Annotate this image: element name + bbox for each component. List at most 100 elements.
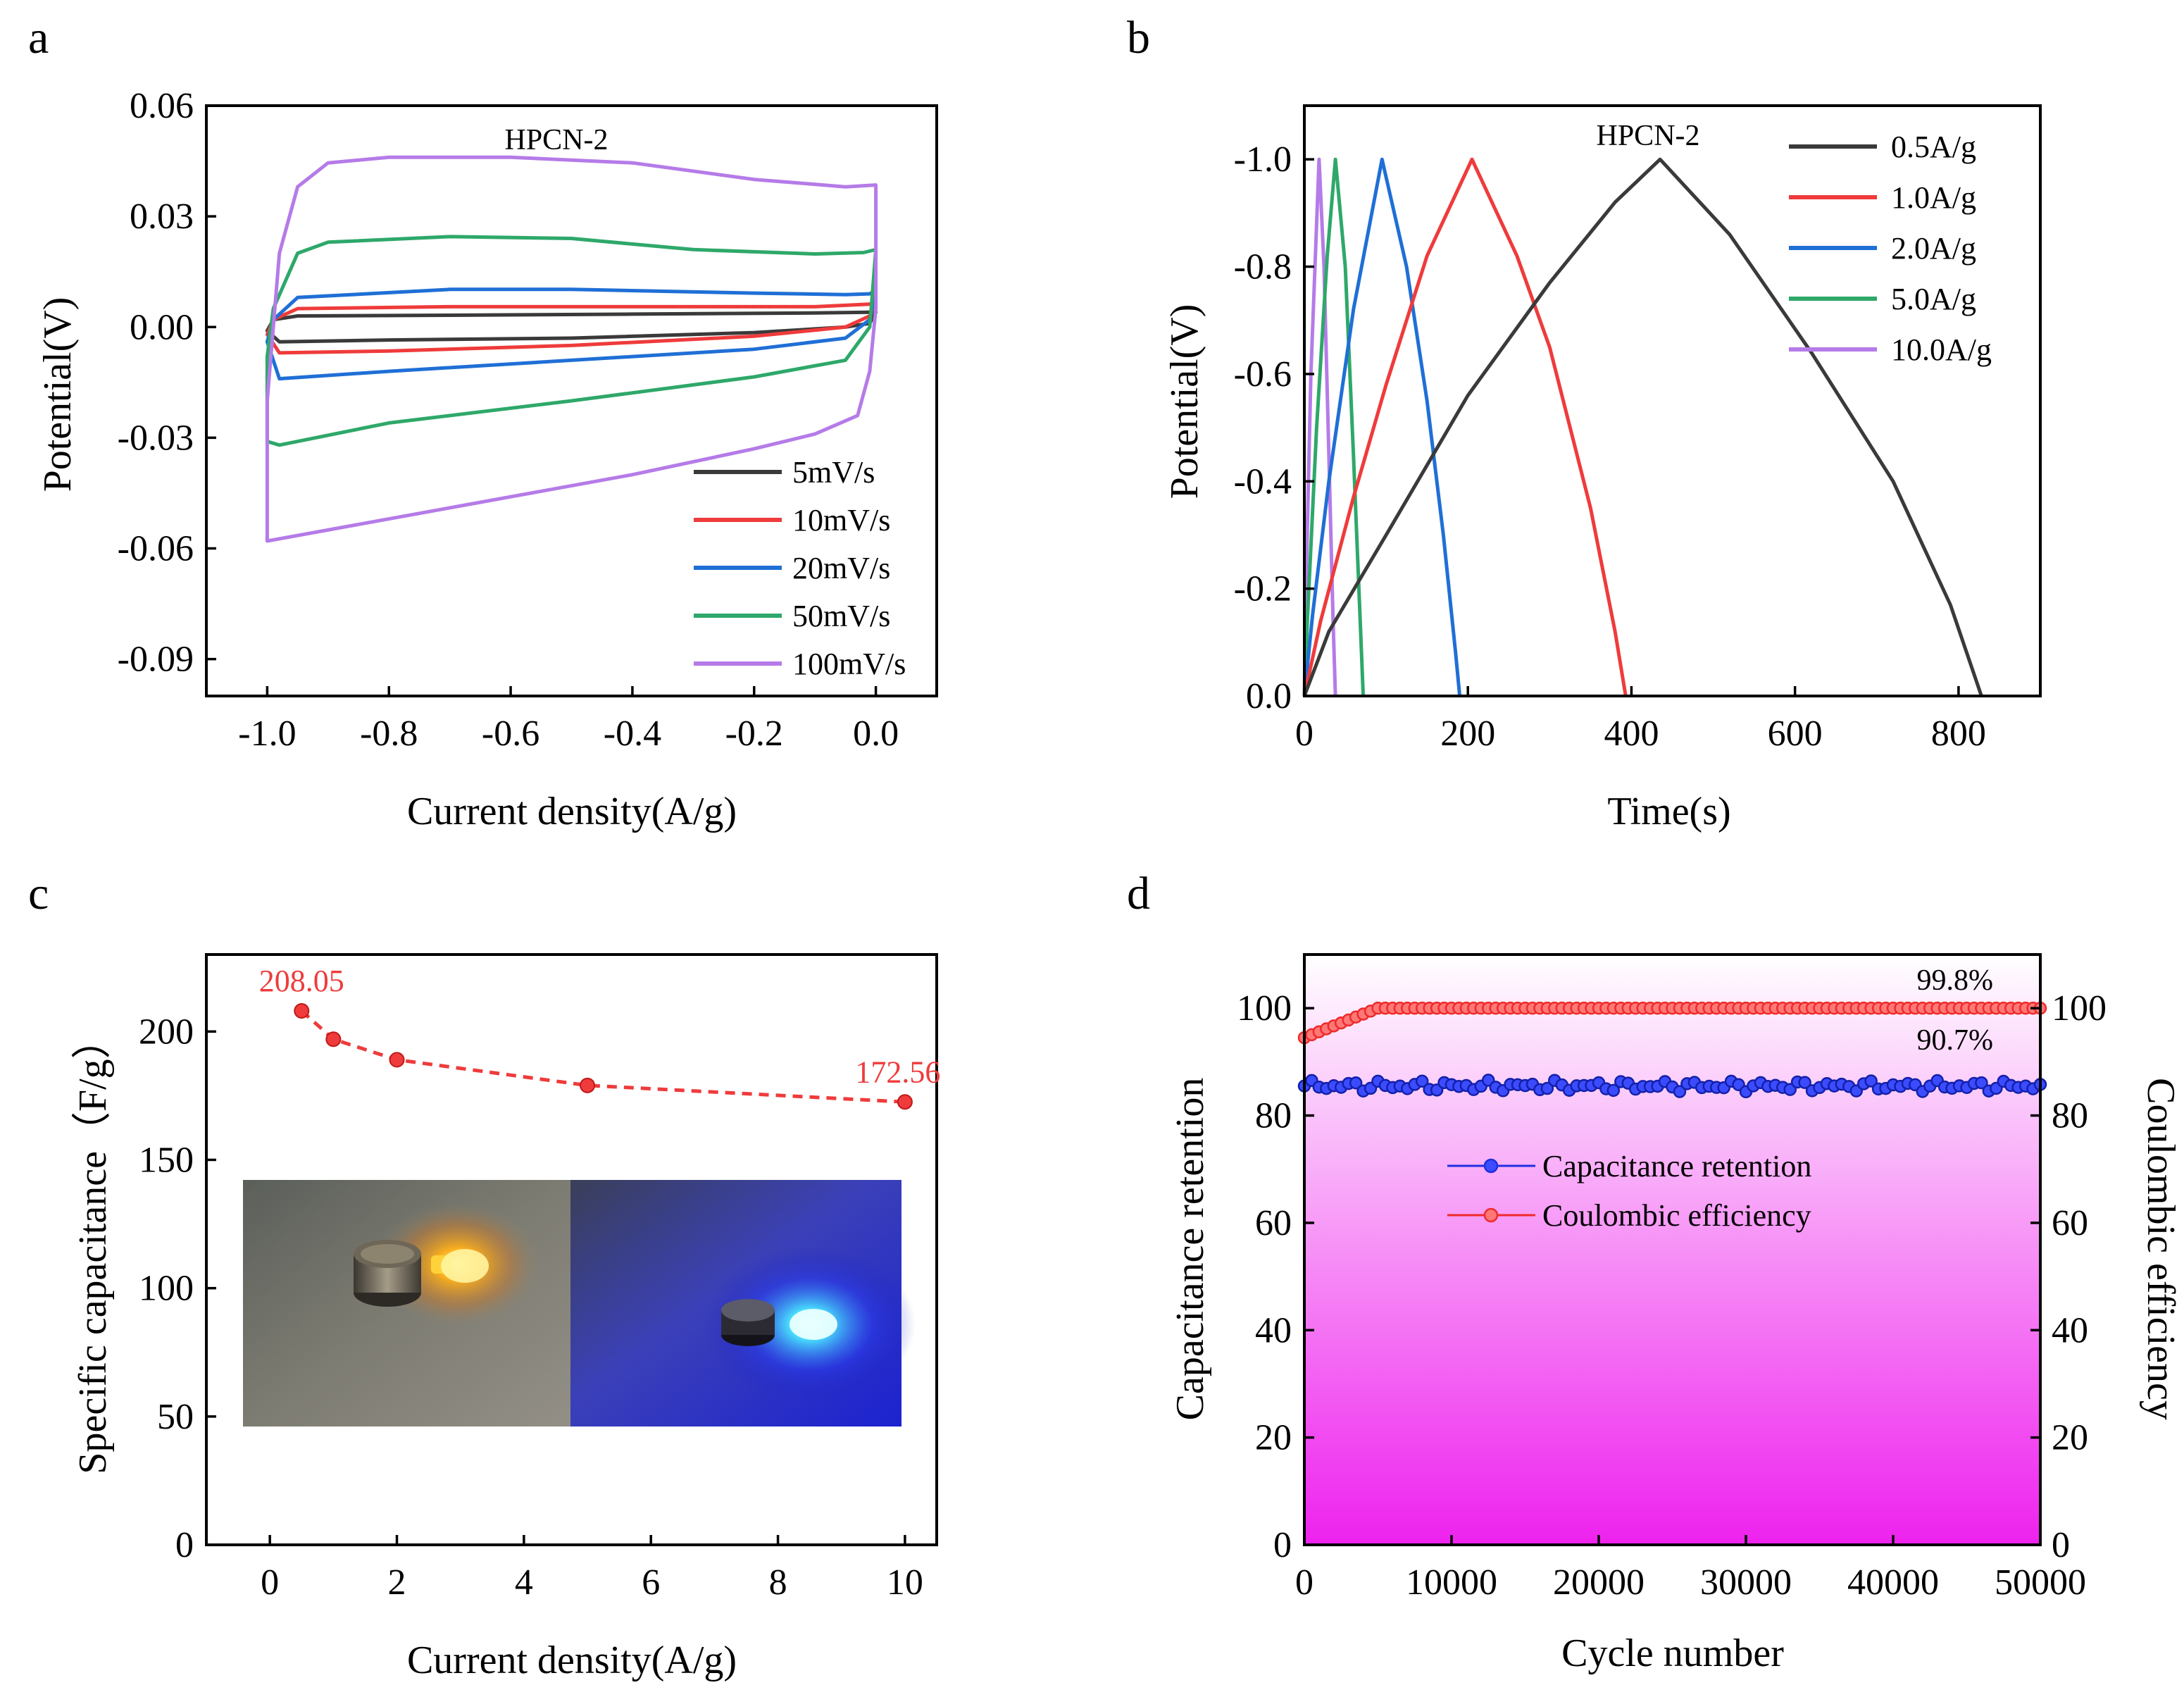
legend-label-10mV/s: 10mV/s	[792, 503, 890, 537]
panel-a-x-tick-label: -0.4	[604, 714, 661, 754]
panel-b-annotation: HPCN-2	[1596, 120, 1699, 152]
panel-b-x-axis-title: Time(s)	[1607, 790, 1730, 833]
panel-letter-c: c	[28, 868, 49, 919]
legend-label-5.0A/g: 5.0A/g	[1891, 282, 1976, 316]
panel-a-ticks: -1.0 -0.8 -0.6 -0.4 -0.2 0.0 0.06 0.03 0.00 -0.03…	[118, 86, 899, 754]
panel-a-y-tick-label: -0.09	[118, 640, 194, 680]
panel-d-x-tick-label: 10000	[1406, 1562, 1497, 1603]
legend-label-10.0A/g: 10.0A/g	[1891, 332, 1992, 367]
retention-point	[1415, 1074, 1429, 1088]
retention-point	[1540, 1081, 1554, 1095]
panel-b-y-axis-title: Potential(V)	[1163, 304, 1206, 499]
gcd-curve-1.0A/g	[1302, 157, 1628, 697]
gcd-curve-5.0A/g	[1302, 157, 1366, 697]
cv-curve-50mV/s	[265, 235, 878, 447]
panel-letter-d: d	[1127, 868, 1150, 919]
panel-c-data-labels: 208.05 172.56	[259, 964, 941, 1089]
panel-d-y-tick-label: 20	[1255, 1418, 1292, 1458]
panel-a-y-axis-title: Potential(V)	[36, 297, 80, 492]
panel-d-y-tick-label: 100	[1237, 988, 1292, 1028]
panel-d-legend: Capacitance retention Coulombic efficienc…	[1447, 1149, 1811, 1233]
panel-d-end-labels: 99.8% 90.7%	[1917, 964, 1994, 1057]
panel-d-y2-tick-label: 60	[2052, 1203, 2088, 1243]
panel-a-series	[265, 155, 878, 543]
retention-point	[1783, 1083, 1797, 1096]
panel-c-x-axis-title: Current density(A/g)	[407, 1639, 737, 1682]
panel-d-x-tick-label: 40000	[1847, 1562, 1939, 1603]
panel-d-frame	[1303, 953, 2042, 1546]
retention-point	[1864, 1074, 1878, 1088]
capacitance-point	[389, 1052, 405, 1068]
legend-label-50mV/s: 50mV/s	[792, 599, 890, 633]
panel-c-x-tick-label: 0	[261, 1562, 279, 1603]
retention-point	[1349, 1076, 1363, 1090]
capacitance-point	[897, 1094, 913, 1110]
panel-a-y-tick-label: 0.03	[130, 197, 194, 237]
panel-c-y-tick-label: 200	[139, 1012, 194, 1052]
blue-led-photo	[570, 1180, 916, 1426]
panel-a-plot-frame	[205, 104, 938, 697]
panel-a-y-tick-label: 0.00	[130, 307, 194, 347]
panel-a-chart: -1.0 -0.8 -0.6 -0.4 -0.2 0.0 0.06 0.03 0.00 -0.03…	[36, 86, 938, 833]
panel-d-y2-tick-label: 40	[2052, 1310, 2088, 1350]
panel-b-frame	[1303, 104, 2042, 697]
panel-c-x-tick-label: 10	[887, 1562, 923, 1603]
legend-label-2.0A/g: 2.0A/g	[1891, 231, 1976, 266]
panel-c-x-tick-label: 6	[642, 1562, 660, 1603]
capacitance-point	[325, 1031, 342, 1048]
panel-a-annotation: HPCN-2	[504, 124, 608, 156]
panel-d-x-tick-label: 30000	[1700, 1562, 1792, 1603]
panel-letter-a: a	[28, 12, 49, 63]
panel-b-y-tick-label: -1.0	[1234, 139, 1292, 180]
panel-c-y-tick-label: 50	[157, 1397, 194, 1437]
panel-c-frame	[205, 953, 938, 1546]
cv-curve-100mV/s	[265, 155, 878, 543]
efficiency-end-label: 99.8%	[1917, 964, 1994, 997]
panel-b-y-tick-label: 0.0	[1246, 676, 1292, 716]
legend-label-Coulombic efficiency: Coulombic efficiency	[1542, 1198, 1811, 1233]
panel-d-plot-frame	[1303, 953, 2042, 1546]
panel-b-x-tick-label: 800	[1931, 714, 1986, 754]
panel-d-y-tick-label: 0	[1273, 1525, 1292, 1565]
panel-d-x-tick-label: 0	[1295, 1562, 1313, 1603]
panel-letter-b: b	[1127, 12, 1150, 63]
panel-a-x-tick-label: -0.8	[360, 714, 418, 754]
panel-d-y-tick-label: 60	[1255, 1203, 1292, 1243]
panel-d-series	[1297, 1001, 2047, 1099]
panel-a-legend: 5mV/s 10mV/s 20mV/s 50mV/s 100mV/s	[694, 455, 906, 681]
panel-a-y-tick-label: -0.06	[118, 529, 194, 569]
panel-d-y2-tick-label: 100	[2052, 988, 2107, 1028]
legend-label-20mV/s: 20mV/s	[792, 551, 890, 585]
panel-a-x-tick-label: -0.6	[482, 714, 539, 754]
panel-d-y-tick-label: 80	[1255, 1096, 1292, 1136]
panel-b-plot-frame	[1303, 104, 2042, 697]
panel-a-x-tick-label: -0.2	[725, 714, 783, 754]
gcd-curve-0.5A/g	[1302, 157, 1983, 697]
panel-d-y2-tick-label: 20	[2052, 1418, 2088, 1458]
panel-d-gradient-background	[1304, 955, 2040, 1545]
legend-label-0.5A/g: 0.5A/g	[1891, 130, 1976, 164]
panel-d-y2-axis-title: Coulombic efficiency	[2139, 1078, 2183, 1420]
panel-a-x-tick-label: -1.0	[238, 714, 296, 754]
panel-b-series	[1302, 157, 1983, 697]
panel-c-x-tick-label: 2	[388, 1562, 406, 1603]
panel-b-x-tick-label: 400	[1604, 714, 1659, 754]
retention-point	[1798, 1076, 1811, 1089]
panel-b-legend: 0.5A/g 1.0A/g 2.0A/g 5.0A/g 10.0A/g	[1789, 130, 1992, 367]
orange-led-photo	[243, 1180, 570, 1426]
panel-c-y-axis-title: Specific capacitance（F/g）	[71, 1019, 115, 1474]
cv-curve-5mV/s	[265, 310, 878, 344]
panel-b-y-tick-label: -0.2	[1234, 569, 1292, 609]
panel-c-plot-frame	[205, 953, 938, 1546]
panel-c-inset-photos	[243, 1180, 916, 1426]
panel-b-ticks: 0 200 400 600 800 0.0 -0.2 -0.4 -0.6 -0.8 -1.0	[1234, 139, 1986, 754]
panel-b-x-tick-label: 0	[1295, 714, 1313, 754]
capacitance-point	[294, 1002, 310, 1019]
panel-b-y-tick-label: -0.4	[1234, 461, 1292, 502]
retention-point	[1673, 1085, 1687, 1098]
gcd-curve-2.0A/g	[1302, 157, 1462, 697]
panel-c-y-tick-label: 150	[139, 1140, 194, 1180]
panel-b-y-tick-label: -0.8	[1234, 247, 1292, 287]
